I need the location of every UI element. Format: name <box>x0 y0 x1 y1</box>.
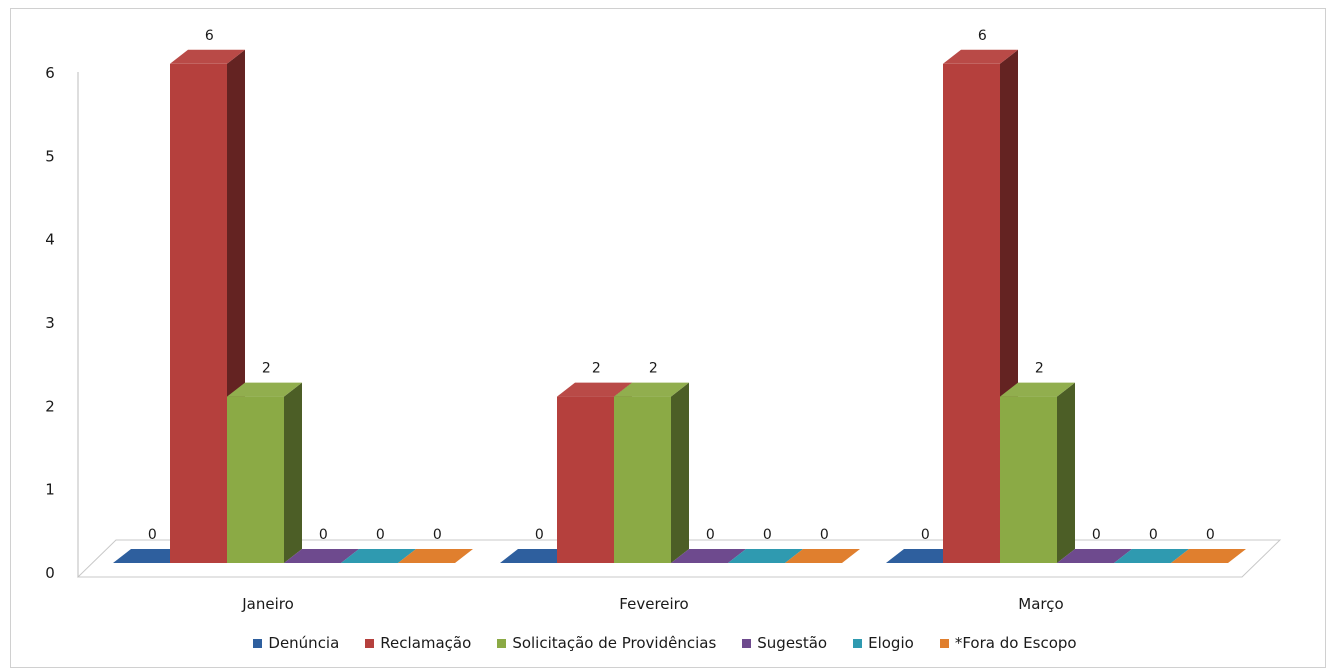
data-label: 2 <box>262 361 271 377</box>
legend-swatch <box>253 638 263 648</box>
bar <box>886 549 961 563</box>
bar <box>785 549 860 563</box>
y-tick-label: 5 <box>45 147 55 165</box>
data-label: 0 <box>706 527 715 543</box>
data-label: 6 <box>205 28 214 44</box>
x-axis: Janeiro Fevereiro Março <box>241 595 1063 613</box>
data-label: 0 <box>319 527 328 543</box>
legend-item: Denúncia <box>253 634 339 652</box>
data-label: 0 <box>921 527 930 543</box>
x-category-label: Fevereiro <box>619 595 688 613</box>
bar <box>398 549 473 563</box>
legend-label: Solicitação de Providências <box>512 634 717 652</box>
y-tick-label: 6 <box>45 64 55 82</box>
bar <box>1171 549 1246 563</box>
data-label: 0 <box>1092 527 1101 543</box>
legend-item: Reclamação <box>365 634 471 652</box>
bar <box>1114 549 1189 563</box>
legend-swatch <box>939 638 949 648</box>
data-label: 2 <box>592 361 601 377</box>
data-label: 0 <box>763 527 772 543</box>
bar <box>1000 382 1075 563</box>
bar <box>728 549 803 563</box>
legend-label: Reclamação <box>380 634 472 652</box>
data-label: 0 <box>535 527 544 543</box>
bar-chart: 0 1 2 3 4 5 6 0 0 0 6 2 6 2 2 2 0 0 0 0 0 0 0 0 0 Janeiro Fevere… <box>45 28 1282 613</box>
bars <box>113 49 1246 564</box>
bar <box>284 549 359 563</box>
data-label: 0 <box>1206 527 1215 543</box>
legend-item: *Fora do Escopo <box>939 634 1077 652</box>
bar <box>671 549 746 563</box>
bar <box>500 549 575 563</box>
y-axis: 0 1 2 3 4 5 6 <box>45 64 79 582</box>
bar <box>113 549 188 563</box>
legend-label: *Fora do Escopo <box>954 634 1077 652</box>
legend-label: Elogio <box>868 634 914 652</box>
y-tick-label: 0 <box>45 564 55 582</box>
legend-swatch <box>497 638 507 648</box>
legend-swatch <box>742 638 752 648</box>
legend-item: Sugestão <box>742 634 827 652</box>
bar <box>1057 549 1132 563</box>
data-labels: 0 0 0 6 2 6 2 2 2 0 0 0 0 0 0 0 0 0 <box>148 28 1215 543</box>
data-label: 2 <box>649 361 658 377</box>
legend-swatch <box>853 638 863 648</box>
data-label: 0 <box>376 527 385 543</box>
legend-item: Elogio <box>853 634 914 652</box>
y-tick-label: 3 <box>45 314 55 332</box>
data-label: 2 <box>1035 361 1044 377</box>
x-category-label: Janeiro <box>241 595 294 613</box>
data-label: 0 <box>1149 527 1158 543</box>
y-tick-label: 2 <box>45 397 55 415</box>
legend-item: Solicitação de Providências <box>497 634 716 652</box>
data-label: 0 <box>433 527 442 543</box>
legend-swatch <box>365 638 375 648</box>
legend-label: Sugestão <box>757 634 828 652</box>
data-label: 0 <box>148 527 157 543</box>
data-label: 0 <box>820 527 829 543</box>
bar <box>227 382 302 563</box>
y-tick-label: 1 <box>45 481 55 499</box>
y-tick-label: 4 <box>45 231 55 249</box>
bar <box>341 549 416 563</box>
legend-label: Denúncia <box>268 634 340 652</box>
data-label: 6 <box>978 28 987 44</box>
x-category-label: Março <box>1018 595 1063 613</box>
bar <box>614 382 689 563</box>
legend: Denúncia Reclamação Solicitação de Providê… <box>0 628 1330 658</box>
